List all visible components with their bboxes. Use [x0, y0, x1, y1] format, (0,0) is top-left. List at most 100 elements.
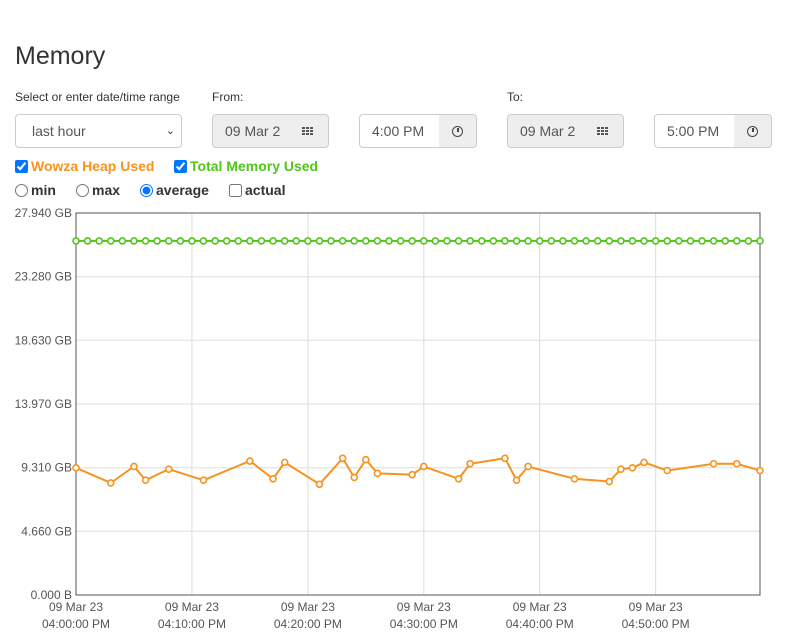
from-time-input[interactable]: 4:00 PM: [359, 114, 440, 148]
x-tick-label: 09 Mar 23: [629, 600, 683, 614]
y-tick-label: 0.000 B: [31, 588, 72, 602]
data-point: [559, 237, 567, 245]
plot-border: [75, 212, 761, 596]
data-point: [570, 474, 579, 483]
toggle-wowza-heap[interactable]: Wowza Heap Used: [15, 158, 154, 174]
data-point: [466, 237, 474, 245]
agg-actual[interactable]: actual: [229, 182, 285, 198]
y-tick-label: 4.660 GB: [21, 524, 72, 538]
data-point: [733, 237, 741, 245]
data-point: [373, 237, 382, 245]
y-tick-label: 18.630 GB: [15, 333, 72, 347]
y-tick-label: 13.970 GB: [15, 397, 72, 411]
data-point: [570, 237, 579, 245]
data-point: [141, 476, 150, 484]
data-point: [315, 237, 324, 245]
range-select-value: last hour: [32, 123, 86, 139]
data-point: [686, 237, 695, 245]
data-point: [675, 237, 683, 245]
chevron-down-icon: ⌄: [165, 125, 175, 137]
x-tick-label: 04:00:00 PM: [42, 617, 110, 631]
min-label: min: [31, 182, 56, 198]
data-point: [362, 455, 370, 464]
actual-checkbox[interactable]: [229, 183, 242, 197]
x-tick-label: 04:10:00 PM: [158, 617, 226, 631]
to-calendar-button[interactable]: [582, 114, 624, 148]
data-point: [617, 465, 625, 474]
data-point: [501, 454, 509, 463]
data-point: [83, 237, 92, 245]
range-select[interactable]: last hour ⌄: [15, 114, 182, 148]
wowza-heap-checkbox[interactable]: [15, 159, 28, 173]
to-time-input[interactable]: 5:00 PM: [654, 114, 735, 148]
x-tick-label: 09 Mar 23: [165, 600, 219, 614]
wowza-heap-label: Wowza Heap Used: [31, 158, 155, 174]
data-point: [408, 470, 417, 479]
data-point: [640, 237, 648, 245]
data-point: [350, 473, 359, 482]
page-title: Memory: [15, 42, 106, 70]
toggle-total-memory[interactable]: Total Memory Used: [174, 158, 318, 174]
data-point: [756, 237, 764, 245]
average-radio[interactable]: [140, 183, 153, 197]
data-point: [199, 476, 208, 484]
to-date-input[interactable]: 09 Mar 2: [507, 114, 583, 148]
data-point: [443, 237, 451, 245]
data-point: [628, 237, 637, 245]
min-radio[interactable]: [15, 183, 28, 197]
data-point: [280, 458, 289, 467]
data-point: [489, 237, 498, 245]
data-point: [164, 237, 173, 245]
y-tick-label: 23.280 GB: [15, 270, 72, 284]
data-point: [663, 237, 672, 245]
from-calendar-button[interactable]: [287, 114, 329, 148]
data-point: [512, 237, 521, 245]
data-point: [547, 237, 556, 245]
data-point: [257, 237, 266, 245]
data-point: [106, 237, 115, 245]
agg-average[interactable]: average: [140, 182, 209, 198]
data-point: [373, 469, 382, 478]
data-point: [477, 237, 486, 245]
data-point: [199, 237, 208, 245]
total-memory-checkbox[interactable]: [174, 159, 187, 173]
data-point: [246, 237, 254, 245]
agg-min[interactable]: min: [15, 182, 56, 198]
from-date-input[interactable]: 09 Mar 2: [212, 114, 288, 148]
data-point: [176, 237, 185, 245]
data-point: [222, 237, 231, 245]
memory-chart: 0.000 B 4.660 GB 9.310 GB 13.970 GB 18.630 G…: [15, 206, 764, 631]
x-tick-label: 04:30:00 PM: [390, 617, 458, 631]
data-point: [72, 237, 80, 245]
from-clock-button[interactable]: [439, 114, 477, 148]
data-point: [628, 464, 637, 472]
data-point: [466, 459, 474, 468]
data-point: [756, 466, 764, 475]
data-point: [396, 237, 405, 245]
data-point: [582, 237, 590, 245]
data-point: [304, 237, 312, 245]
total-memory-label: Total Memory Used: [190, 158, 319, 174]
data-point: [269, 474, 277, 483]
data-point: [130, 237, 138, 245]
data-point: [315, 480, 324, 489]
data-point: [269, 237, 277, 245]
data-point: [95, 237, 103, 245]
max-radio[interactable]: [76, 183, 89, 197]
agg-max[interactable]: max: [76, 182, 120, 198]
average-label: average: [156, 182, 209, 198]
data-point: [524, 462, 532, 471]
calendar-grid-icon: [302, 127, 313, 135]
to-clock-button[interactable]: [734, 114, 772, 148]
data-point: [141, 237, 150, 245]
y-tick-label: 27.940 GB: [15, 206, 72, 220]
x-tick-label: 09 Mar 23: [397, 600, 451, 614]
data-point: [535, 237, 544, 245]
clock-icon: [452, 125, 463, 137]
data-point: [338, 237, 347, 245]
y-tick-label: 9.310 GB: [21, 461, 72, 475]
data-point: [721, 237, 730, 245]
data-point: [234, 237, 243, 245]
data-point: [605, 237, 614, 245]
from-label: From:: [212, 90, 244, 104]
